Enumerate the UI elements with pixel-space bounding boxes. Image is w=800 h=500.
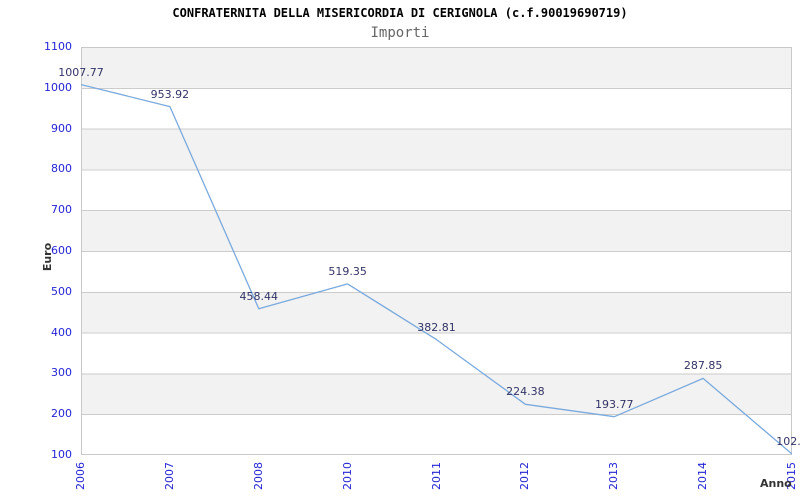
y-tick-label: 1000 — [44, 80, 72, 94]
x-tick-label: 2014 — [696, 462, 710, 490]
y-tick-label: 1100 — [44, 40, 72, 53]
y-tick-label: 800 — [51, 162, 72, 176]
x-tick-label: 2007 — [162, 462, 176, 490]
data-point-label: 519.35 — [328, 264, 367, 278]
chart-subtitle: Importi — [370, 25, 430, 41]
data-point-label: 458.44 — [239, 289, 279, 303]
y-tick-label: 200 — [51, 407, 72, 421]
y-tick-label: 900 — [51, 121, 72, 135]
y-tick-label: 100 — [51, 448, 72, 461]
x-axis-title: Anno — [760, 477, 792, 490]
series-line — [80, 83, 793, 455]
data-point-label: 287.85 — [683, 359, 723, 373]
plot-border — [81, 47, 792, 455]
x-tick-label: 2015 — [785, 462, 798, 490]
y-axis-title: Euro — [41, 242, 54, 272]
x-tick-label: 2010 — [340, 462, 354, 490]
data-point-label: 224.38 — [506, 385, 545, 399]
data-point-label: 1007.77 — [58, 65, 104, 79]
y-tick-label: 500 — [51, 284, 72, 298]
x-tick-label: 2006 — [74, 462, 87, 490]
plot-area — [80, 47, 793, 455]
y-tick-label: 700 — [51, 203, 72, 217]
x-tick-label: 2011 — [429, 462, 443, 490]
x-tick-label: 2013 — [607, 462, 621, 490]
x-tick-label: 2008 — [251, 462, 265, 490]
data-point-label: 102.5 — [776, 434, 800, 448]
y-tick-label: 600 — [51, 244, 72, 257]
y-tick-label: 300 — [51, 366, 72, 380]
data-point-label: 193.77 — [595, 397, 634, 411]
plot-svg — [80, 47, 793, 455]
data-point-label: 953.92 — [150, 87, 190, 101]
x-tick-label: 2012 — [518, 462, 532, 490]
y-tick-label: 400 — [51, 325, 72, 339]
chart-title: CONFRATERNITA DELLA MISERICORDIA DI CERI… — [172, 6, 628, 20]
data-point-label: 382.81 — [417, 320, 456, 334]
